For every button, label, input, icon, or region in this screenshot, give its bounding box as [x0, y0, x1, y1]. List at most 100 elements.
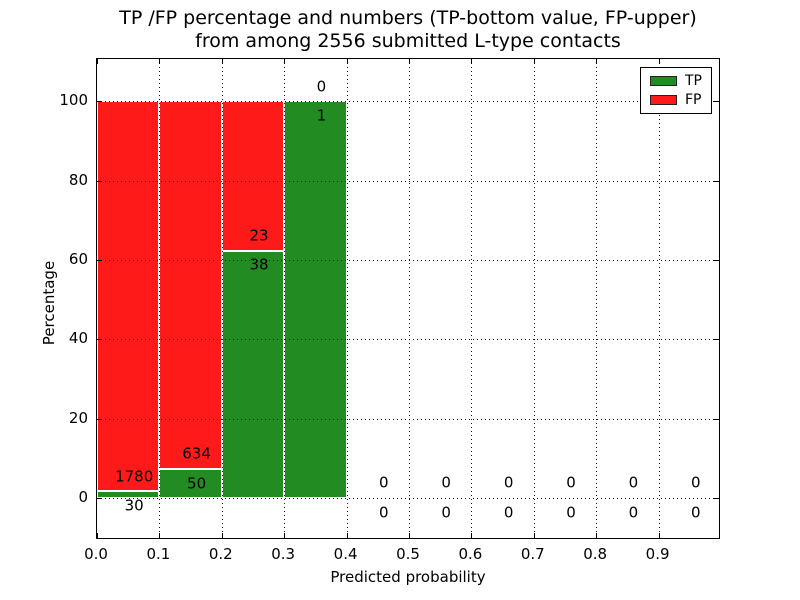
y-tick-mark [714, 418, 719, 420]
tp-legend-swatch [650, 76, 677, 86]
y-tick-label: 20 [68, 408, 88, 427]
y-tick-mark [97, 101, 102, 103]
y-tick-label: 0 [78, 488, 88, 506]
v-gridline [533, 59, 535, 538]
x-tick-mark [97, 533, 98, 538]
y-tick-label: 100 [59, 91, 88, 110]
h-gridline [97, 180, 719, 182]
chart-title-line2: from among 2556 submitted L-type contact… [195, 30, 621, 52]
x-tick-mark [221, 533, 223, 538]
x-tick-mark [221, 59, 223, 64]
h-gridline [97, 259, 719, 261]
x-tick-mark [159, 59, 161, 64]
y-tick-mark [97, 339, 102, 341]
x-tick-mark [409, 59, 410, 64]
y-tick-mark [714, 498, 719, 499]
legend-label: TP [685, 73, 702, 89]
tp-count-label: 0 [503, 503, 514, 522]
x-tick-mark [471, 59, 473, 64]
fp-count-label: 0 [316, 77, 327, 96]
fp-count-label: 1780 [115, 467, 154, 486]
v-gridline [159, 59, 161, 538]
tp-count-label: 0 [628, 503, 639, 522]
x-tick-label: 0.3 [271, 545, 296, 563]
x-tick-mark [284, 59, 286, 64]
y-tick-mark [714, 339, 719, 341]
y-tick-mark [97, 418, 102, 420]
fp-legend-swatch [650, 95, 677, 105]
x-tick-label: 0.0 [84, 545, 108, 563]
h-gridline [97, 498, 719, 499]
tp-bar-segment [284, 101, 347, 498]
y-tick-mark [714, 259, 719, 261]
fp-count-label: 0 [441, 473, 451, 492]
x-tick-label: 0.9 [645, 545, 670, 563]
x-tick-mark [596, 533, 598, 538]
x-tick-label: 0.6 [458, 545, 483, 563]
legend-entry: FP [650, 93, 702, 107]
tp-count-label: 38 [249, 255, 269, 274]
y-tick-mark [97, 259, 102, 261]
y-tick-mark [714, 101, 719, 103]
h-gridline [97, 418, 719, 420]
tp-count-label: 50 [187, 474, 207, 493]
legend-entry: TP [650, 74, 702, 88]
tp-count-label: 0 [379, 503, 389, 522]
v-gridline [409, 59, 410, 538]
y-tick-label: 60 [68, 249, 88, 268]
x-tick-mark [658, 59, 660, 64]
y-tick-label: 40 [68, 329, 88, 348]
v-gridline [346, 59, 348, 538]
fp-count-label: 0 [503, 473, 514, 492]
fp-count-label: 23 [249, 226, 269, 245]
tp-count-label: 0 [691, 503, 701, 522]
v-gridline [221, 59, 223, 538]
x-tick-mark [346, 59, 348, 64]
x-axis-label: Predicted probability [330, 568, 486, 586]
tp-count-label: 1 [316, 106, 327, 125]
x-tick-label: 0.2 [208, 545, 233, 563]
v-gridline [658, 59, 660, 538]
v-gridline [596, 59, 598, 538]
x-tick-label: 0.4 [333, 545, 358, 563]
plot-area: TP FP 1780 30 634 50 23 38 0 1 0 0 0 0 0 0 0 0 0 0 0 0 [96, 58, 720, 539]
legend: TP FP [640, 67, 712, 114]
y-tick-mark [714, 180, 719, 182]
fp-count-label: 0 [691, 473, 701, 492]
legend-label: FP [685, 92, 702, 108]
y-tick-mark [97, 498, 102, 499]
tp-bar-segment [159, 468, 222, 498]
tp-count-label: 30 [124, 496, 144, 515]
x-tick-mark [533, 533, 535, 538]
tp-count-label: 0 [566, 503, 576, 522]
x-tick-mark [97, 59, 98, 64]
v-gridline [284, 59, 286, 538]
fp-count-label: 634 [182, 444, 211, 463]
fp-count-label: 0 [379, 473, 389, 492]
x-tick-mark [409, 533, 410, 538]
tp-count-label: 0 [441, 503, 451, 522]
x-tick-mark [284, 533, 286, 538]
fp-count-label: 0 [628, 473, 639, 492]
x-tick-label: 0.7 [520, 545, 545, 563]
x-tick-mark [658, 533, 660, 538]
h-gridline [97, 101, 719, 103]
y-tick-mark [97, 180, 102, 182]
x-tick-label: 0.5 [396, 545, 420, 563]
tp-bar-segment [97, 491, 160, 498]
x-tick-mark [471, 533, 473, 538]
x-tick-mark [596, 59, 598, 64]
x-tick-label: 0.8 [583, 545, 608, 563]
x-tick-mark [533, 59, 535, 64]
x-tick-mark [346, 533, 348, 538]
tp-bar-segment [221, 250, 285, 498]
chart-title-line1: TP /FP percentage and numbers (TP-bottom… [119, 7, 697, 29]
x-tick-mark [159, 533, 161, 538]
fp-bar-segment [97, 101, 160, 492]
fp-bar-segment [159, 101, 222, 469]
v-gridline [471, 59, 473, 538]
y-tick-label: 80 [68, 170, 88, 189]
x-tick-label: 0.1 [146, 545, 171, 563]
h-gridline [97, 339, 719, 341]
